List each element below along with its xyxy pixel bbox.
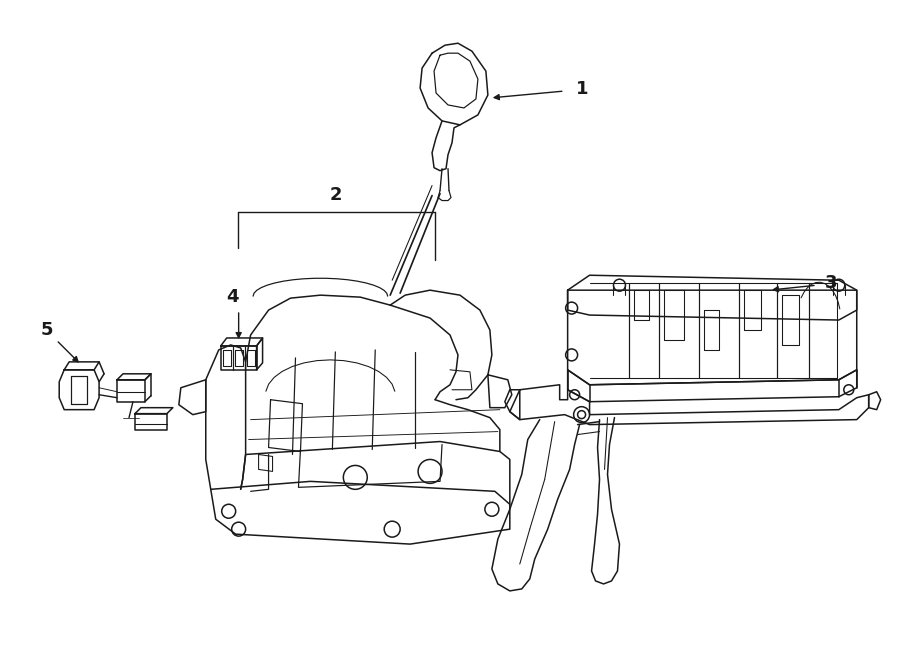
Text: 4: 4 <box>227 288 239 306</box>
Text: 2: 2 <box>330 186 343 204</box>
Text: 5: 5 <box>41 321 53 339</box>
Text: 1: 1 <box>576 80 588 98</box>
Text: 3: 3 <box>824 274 837 292</box>
